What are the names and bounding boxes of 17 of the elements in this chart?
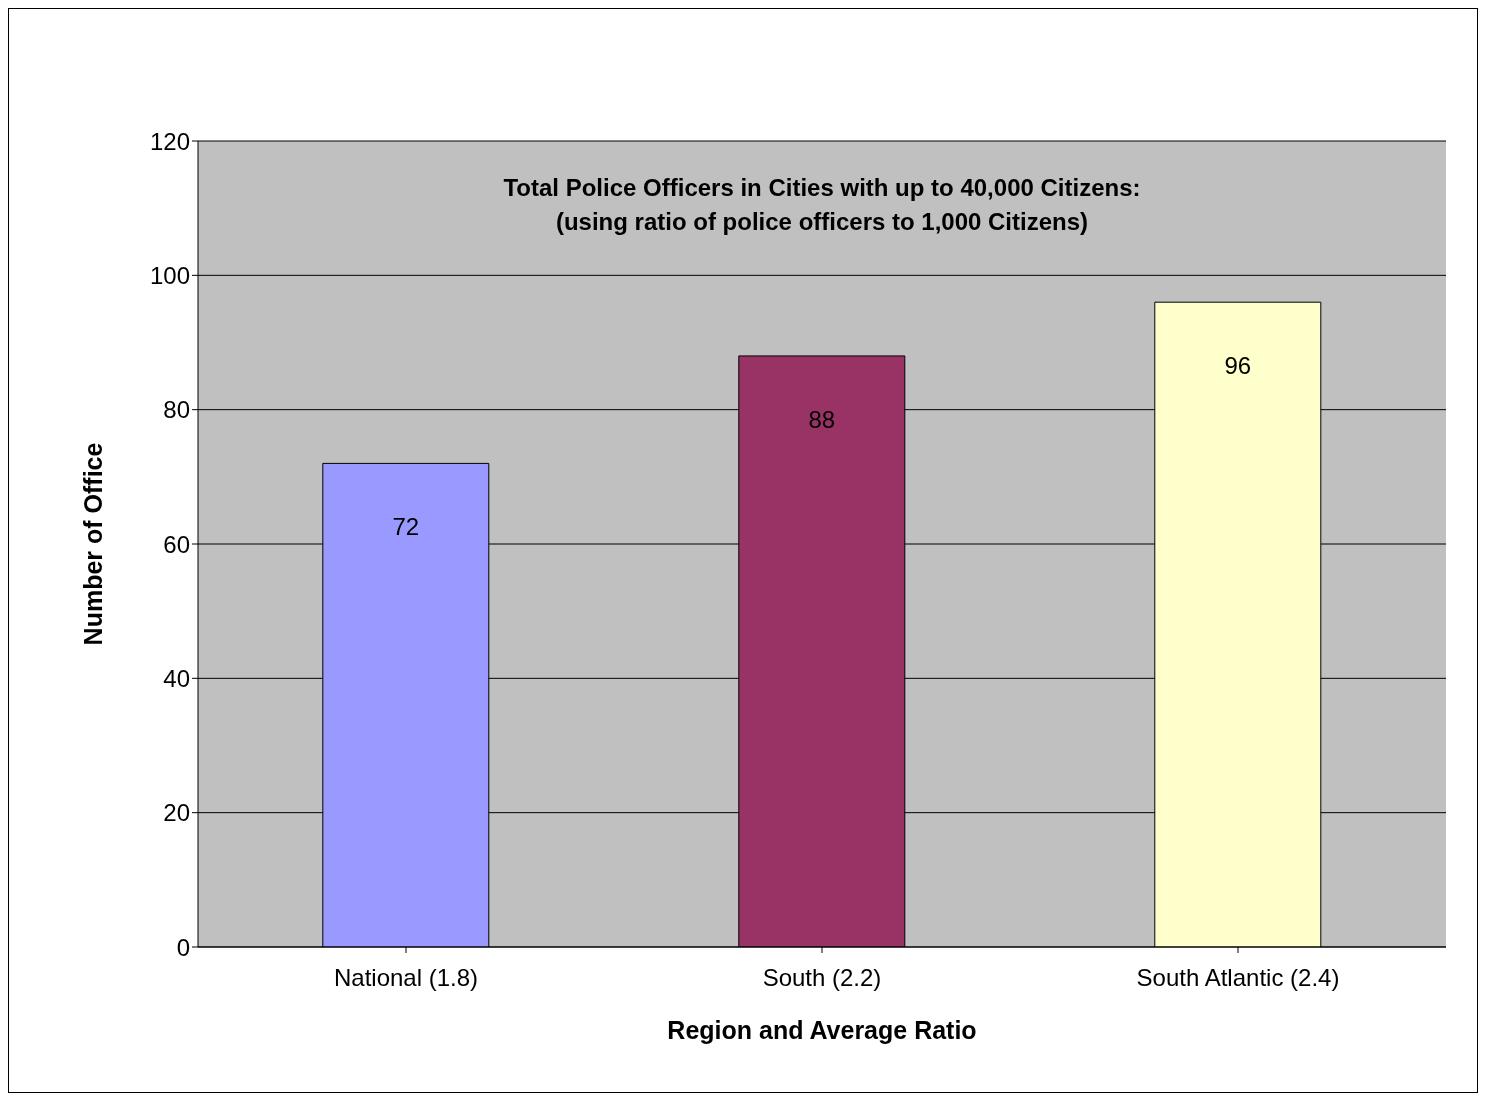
data-label: 96 <box>1224 352 1252 380</box>
x-tick-label: South Atlantic (2.4) <box>1136 964 1340 992</box>
y-tick-label: 0 <box>176 933 190 961</box>
y-axis-title: Number of Office <box>78 442 107 646</box>
y-tick-label: 20 <box>163 799 190 827</box>
y-tick-label: 40 <box>163 664 190 692</box>
x-tick-label: National (1.8) <box>333 964 479 992</box>
x-tick-label: South (2.2) <box>762 964 882 992</box>
y-tick-label: 120 <box>149 127 190 155</box>
data-label: 88 <box>808 405 836 433</box>
text: Total Police Officers in Cities with up to 40,000 Citizens: <box>502 173 1142 203</box>
data-label: 72 <box>392 513 420 541</box>
text: (using ratio of police officers to 1,000 Citizens) <box>554 207 1090 237</box>
y-tick-label: 80 <box>163 396 190 424</box>
x-axis-title: Region and Average Ratio <box>667 1016 977 1044</box>
y-tick-label: 100 <box>149 261 190 289</box>
y-tick-label: 60 <box>163 530 190 558</box>
